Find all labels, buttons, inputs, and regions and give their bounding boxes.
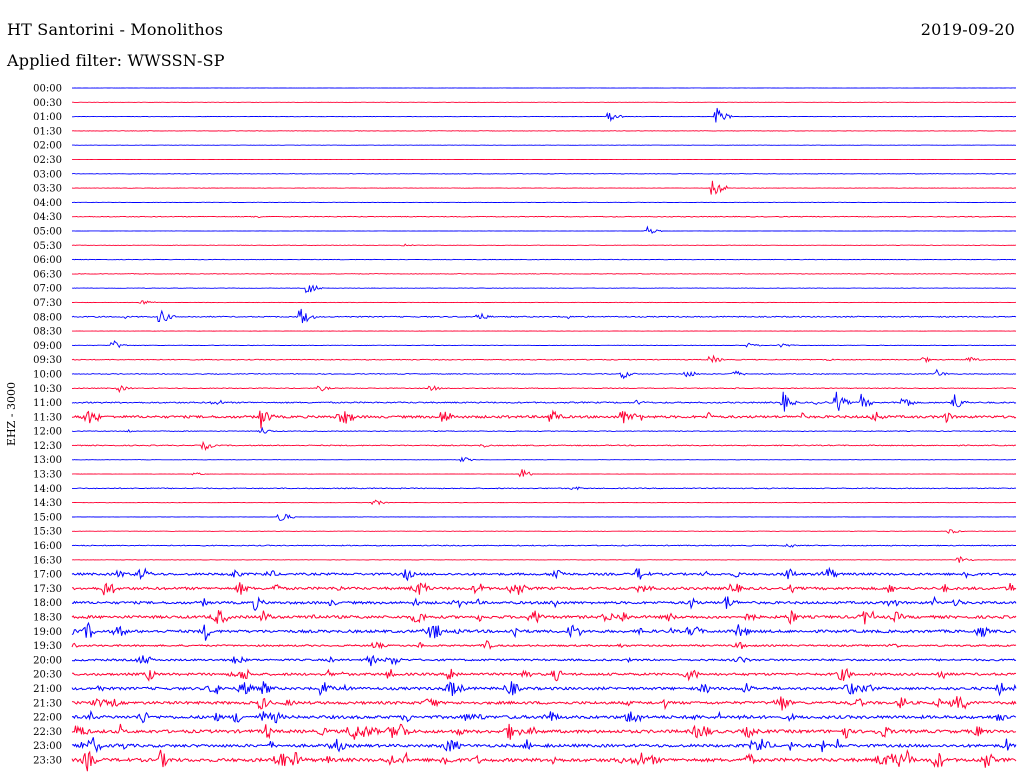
tick-label-1130: 11:30 [33,412,62,423]
trace-line-1500 [71,513,1017,521]
tick-label-0700: 07:00 [33,284,62,295]
trace-line-1730 [72,582,1017,596]
tick-label-2000: 20:00 [33,655,62,666]
trace-line-1030 [71,385,1017,394]
trace-line-1600 [71,543,1017,548]
y-axis-label: EHZ - 3000 [5,382,18,446]
tick-label-2130: 21:30 [33,698,62,709]
trace-line-0630 [71,273,1016,275]
trace-line-1330 [71,469,1017,478]
trace-line-1430 [72,499,1017,506]
tick-label-0200: 02:00 [33,141,62,152]
tick-label-0100: 01:00 [33,112,62,123]
trace-line-0730 [72,300,1017,305]
tick-label-1630: 16:30 [33,555,62,566]
trace-line-1700 [71,566,1017,582]
tick-label-1330: 13:30 [33,470,62,481]
tick-label-0730: 07:30 [33,298,62,309]
trace-line-1130 [71,409,1017,429]
tick-label-1430: 14:30 [33,498,62,509]
tick-label-1500: 15:00 [33,512,62,523]
tick-label-2300: 23:00 [33,741,62,752]
record-date: 2019-09-20 [920,20,1015,39]
trace-line-1400 [72,486,1017,491]
tick-label-group: 00:00 00:30 01:00 01:30 02:00 02:30 03:00 03:30… [33,84,62,767]
tick-label-0930: 09:30 [33,355,62,366]
tick-label-1930: 19:30 [33,641,62,652]
tick-label-0500: 05:00 [33,227,62,238]
trace-line-1530 [72,529,1017,534]
tick-label-1400: 14:00 [33,484,62,495]
trace-line-1630 [71,555,1017,563]
tick-label-0130: 01:30 [33,126,62,137]
tick-label-0330: 03:30 [33,184,62,195]
tick-label-0830: 08:30 [33,327,62,338]
tick-label-1230: 12:30 [33,441,62,452]
filter-label: Applied filter: WWSSN-SP [7,51,225,70]
tick-label-2230: 22:30 [33,727,62,738]
tick-label-1600: 16:00 [33,541,62,552]
trace-line-0330 [71,180,1017,195]
tick-label-0000: 00:00 [33,84,62,95]
tick-label-0300: 03:00 [33,169,62,180]
trace-line-2300 [71,737,1017,754]
tick-label-0630: 06:30 [33,269,62,280]
tick-label-0600: 06:00 [33,255,62,266]
tick-label-2200: 22:00 [33,713,62,724]
tick-label-1700: 17:00 [33,570,62,581]
trace-group [71,87,1017,772]
trace-line-2200 [71,709,1017,724]
trace-line-0500 [71,225,1017,234]
tick-label-2030: 20:30 [33,670,62,681]
trace-line-1800 [71,595,1017,612]
tick-label-1200: 12:00 [33,427,62,438]
tick-label-0800: 08:00 [33,312,62,323]
tick-label-1030: 10:30 [33,384,62,395]
tick-label-1900: 19:00 [33,627,62,638]
trace-line-0700 [71,284,1017,294]
trace-line-0930 [71,354,1017,364]
tick-label-1000: 10:00 [33,370,62,381]
trace-line-2130 [71,695,1017,711]
trace-line-1830 [71,609,1017,626]
trace-line-0800 [71,308,1017,324]
tick-label-1530: 15:30 [33,527,62,538]
tick-label-1100: 11:00 [33,398,62,409]
tick-label-1830: 18:30 [33,613,62,624]
trace-line-1000 [71,368,1017,380]
tick-label-0400: 04:00 [33,198,62,209]
trace-line-2000 [71,654,1017,667]
trace-line-2330 [71,748,1017,772]
station-title: HT Santorini - Monolithos [7,20,224,39]
tick-label-1730: 17:30 [33,584,62,595]
trace-line-1200 [71,426,1017,434]
trace-line-0530 [71,243,1017,247]
tick-label-0530: 05:30 [33,241,62,252]
trace-line-1300 [71,456,1016,463]
trace-line-2230 [71,723,1017,740]
trace-line-1230 [71,440,1017,451]
tick-label-0030: 00:30 [33,98,62,109]
tick-label-1800: 18:00 [33,598,62,609]
tick-label-1300: 13:00 [33,455,62,466]
trace-line-1930 [71,640,1017,650]
tick-label-0430: 04:30 [33,212,62,223]
trace-line-1900 [71,621,1017,641]
trace-line-2030 [71,667,1017,682]
tick-label-0900: 09:00 [33,341,62,352]
trace-line-0600 [71,258,1017,261]
tick-label-0230: 02:30 [33,155,62,166]
tick-label-2330: 23:30 [33,756,62,767]
trace-line-0100 [72,107,1017,123]
trace-line-1100 [71,391,1017,412]
trace-line-0430 [71,215,1017,219]
trace-line-0900 [71,340,1017,349]
trace-line-2100 [71,681,1017,697]
tick-label-2100: 21:00 [33,684,62,695]
